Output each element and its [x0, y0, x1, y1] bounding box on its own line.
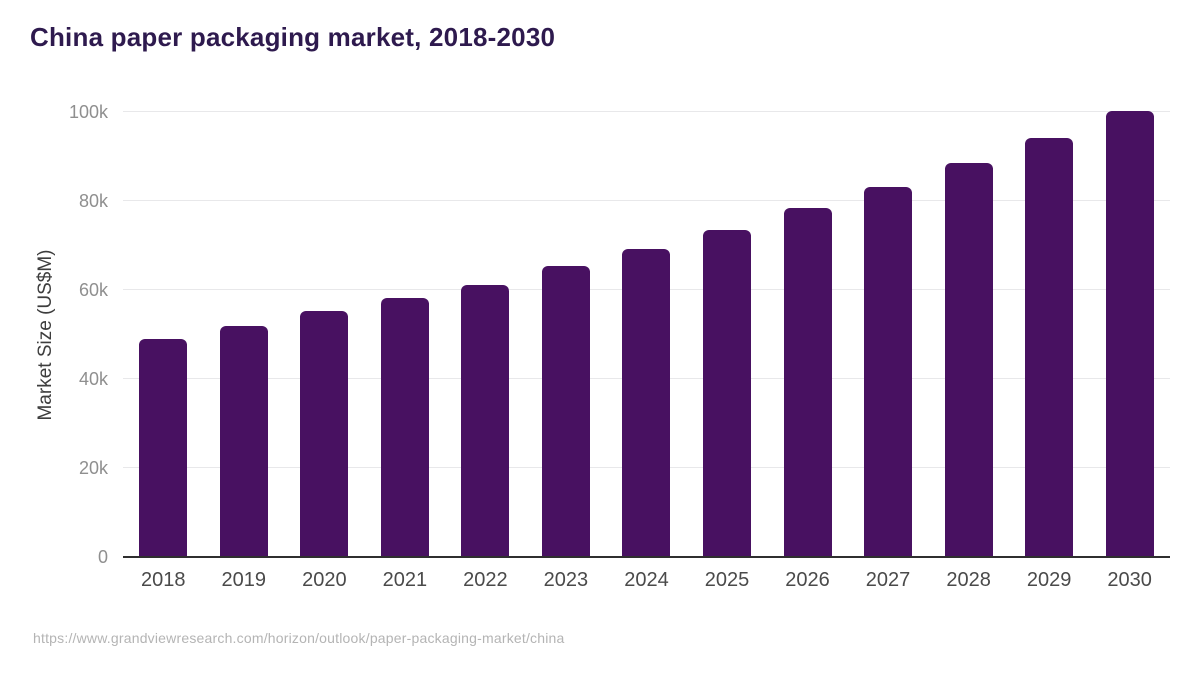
bar-slot [526, 112, 607, 557]
bar-2023[interactable] [541, 266, 590, 557]
bar-slot [606, 112, 687, 557]
bar-slot [123, 112, 204, 557]
chart-title: China paper packaging market, 2018-2030 [30, 22, 556, 52]
x-tick-label: 2020 [302, 569, 347, 591]
bar-slot [848, 112, 929, 557]
bar-2030[interactable] [1105, 111, 1154, 557]
x-axis-line [123, 556, 1170, 558]
bar-2029[interactable] [1025, 138, 1074, 557]
bar-slot [204, 112, 285, 557]
bar-2020[interactable] [300, 310, 349, 557]
bar-slot [1009, 112, 1090, 557]
bar-slot [284, 112, 365, 557]
x-tick-label: 2021 [382, 569, 428, 591]
source-url: https://www.grandviewresearch.com/horizo… [33, 630, 565, 646]
bar-slot [767, 112, 848, 557]
y-tick-label: 0 [97, 547, 108, 567]
bar-2028[interactable] [944, 163, 993, 557]
y-tick-label: 100k [68, 102, 108, 122]
x-tick-label: 2025 [704, 569, 750, 591]
x-tick-label: 2030 [1107, 569, 1152, 591]
bar-2025[interactable] [702, 229, 751, 557]
bar-2022[interactable] [461, 285, 510, 557]
x-tick-label: 2019 [221, 569, 267, 591]
bar-2024[interactable] [622, 248, 671, 557]
y-tick-label: 40k [78, 369, 108, 389]
x-tick-label: 2024 [624, 569, 669, 591]
x-tick-label: 2022 [463, 569, 508, 591]
bar-2019[interactable] [219, 326, 268, 557]
bar-slot [1089, 111, 1170, 557]
bar-slot [365, 112, 446, 557]
bar-slot [687, 112, 768, 557]
bars [123, 111, 1170, 557]
y-axis-ticks: 0 20k 40k 60k 80k 100k [0, 103, 108, 566]
bar-2026[interactable] [783, 208, 832, 557]
x-tick-label: 2029 [1026, 569, 1072, 591]
x-tick-label: 2027 [865, 569, 911, 591]
x-tick-label: 2023 [543, 569, 589, 591]
bar-2027[interactable] [864, 187, 913, 557]
x-tick-label: 2018 [141, 569, 186, 591]
bar-2021[interactable] [380, 298, 429, 557]
bar-slot [445, 112, 526, 557]
y-tick-label: 20k [78, 458, 108, 478]
gridline [123, 200, 1170, 201]
gridline [123, 111, 1170, 112]
bar-slot [928, 112, 1009, 557]
x-tick-label: 2028 [946, 569, 991, 591]
y-tick-label: 80k [78, 191, 108, 211]
x-axis-labels: 2018 2019 2020 2021 2022 2023 2024 2025 2026 2027… [123, 569, 1170, 592]
x-tick-label: 2026 [785, 569, 830, 591]
plot-area [123, 111, 1170, 558]
y-tick-label: 60k [78, 280, 108, 300]
bar-2018[interactable] [139, 338, 188, 557]
